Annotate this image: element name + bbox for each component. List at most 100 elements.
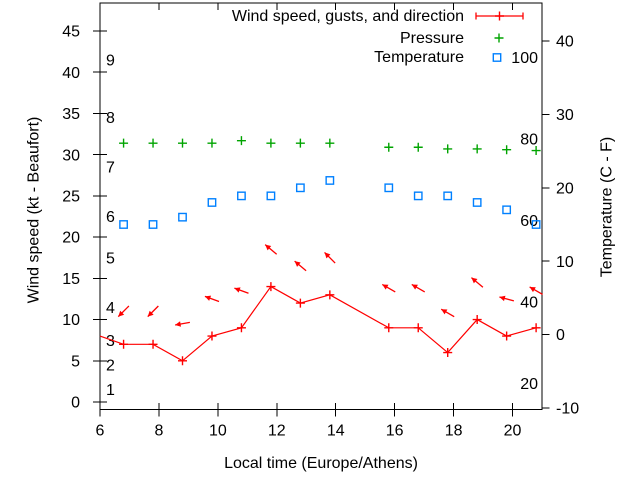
wind-speed-marker bbox=[148, 339, 158, 349]
plot-border bbox=[99, 2, 543, 410]
temperature-marker bbox=[413, 191, 423, 201]
legend-pressure-sample-marker bbox=[494, 33, 504, 43]
beaufort-scale-label: 2 bbox=[106, 358, 115, 375]
gust-arrow-head bbox=[175, 321, 182, 327]
beaufort-scale-label: 9 bbox=[106, 52, 115, 69]
wind-speed-marker bbox=[119, 339, 129, 349]
y-left-tick-label: 15 bbox=[62, 271, 80, 288]
temperature-marker bbox=[148, 220, 158, 229]
fahrenheit-scale-label: 20 bbox=[520, 376, 538, 393]
wind-speed-marker bbox=[384, 323, 394, 333]
x-tick-label: 12 bbox=[268, 423, 286, 440]
beaufort-scale-label: 6 bbox=[106, 209, 115, 226]
beaufort-scale-label: 8 bbox=[106, 110, 115, 127]
x-tick-label: 6 bbox=[96, 423, 105, 440]
wind-speed-marker bbox=[295, 298, 305, 308]
y-right-tick-label: -10 bbox=[556, 401, 579, 418]
y-left-tick-label: 5 bbox=[71, 353, 80, 370]
fahrenheit-scale-label: 80 bbox=[520, 131, 538, 148]
y-right-tick-label: 20 bbox=[556, 180, 574, 197]
wind-speed-marker bbox=[472, 315, 482, 325]
fahrenheit-scale-label: 60 bbox=[520, 213, 538, 230]
x-axis-title: Local time (Europe/Athens) bbox=[224, 455, 418, 472]
fahrenheit-scale-label: 40 bbox=[520, 295, 538, 312]
temperature-marker bbox=[178, 212, 187, 222]
temperature-marker bbox=[207, 198, 217, 207]
y-left-tick-label: 25 bbox=[62, 189, 80, 206]
legend-wind-sample-marker bbox=[495, 11, 504, 21]
y-left-tick-label: 30 bbox=[62, 147, 80, 164]
y-right-tick-label: 10 bbox=[556, 254, 574, 271]
gust-arrow-head bbox=[294, 261, 301, 267]
temperature-marker bbox=[266, 191, 276, 201]
temperature-marker bbox=[384, 183, 394, 193]
x-tick-label: 18 bbox=[445, 423, 463, 440]
wind-speed-marker bbox=[236, 323, 246, 333]
wind-speed-marker bbox=[531, 323, 541, 333]
y-left-tick-label: 10 bbox=[62, 312, 80, 329]
pressure-marker bbox=[295, 138, 305, 148]
y-left-tick-label: 0 bbox=[71, 395, 80, 412]
y-left-tick-label: 40 bbox=[62, 65, 80, 82]
gust-arrow-head bbox=[204, 295, 212, 301]
wind-speed-marker bbox=[207, 331, 217, 341]
beaufort-scale-label: 3 bbox=[106, 333, 115, 350]
pressure-marker bbox=[502, 145, 512, 155]
gust-arrow-head bbox=[441, 309, 448, 315]
pressure-marker bbox=[119, 138, 129, 148]
wind-speed-marker bbox=[325, 290, 335, 300]
temperature-marker bbox=[237, 191, 246, 201]
pressure-marker bbox=[413, 142, 423, 152]
x-tick-label: 20 bbox=[504, 423, 522, 440]
wind-speed-marker bbox=[266, 282, 276, 292]
gust-arrow-head bbox=[147, 310, 154, 317]
gust-arrow-head bbox=[234, 287, 241, 293]
pressure-marker bbox=[236, 136, 246, 146]
y-left-tick-label: 35 bbox=[62, 106, 80, 123]
wind-speed-line bbox=[99, 285, 537, 362]
temperature-marker bbox=[472, 198, 482, 207]
gust-arrow-head bbox=[529, 286, 536, 293]
y-axis-left-title: Wind speed (kt - Beaufort) bbox=[25, 116, 43, 304]
legend-label-temperature: Temperature bbox=[374, 49, 464, 66]
pressure-marker bbox=[531, 146, 541, 156]
gust-arrow-head bbox=[499, 295, 506, 302]
temperature-marker bbox=[502, 205, 512, 215]
temperature-marker bbox=[443, 191, 453, 201]
gust-arrow-head bbox=[382, 284, 389, 290]
temperature-marker bbox=[119, 220, 128, 229]
x-tick-label: 16 bbox=[386, 423, 404, 440]
y-axis-right-title: Temperature (C - F) bbox=[598, 136, 616, 278]
temperature-marker bbox=[531, 220, 541, 229]
fahrenheit-scale-label: 100 bbox=[511, 50, 538, 67]
y-right-tick-label: 40 bbox=[556, 34, 574, 51]
pressure-marker bbox=[325, 138, 335, 148]
wind-speed-marker bbox=[502, 331, 512, 341]
pressure-marker bbox=[148, 138, 158, 148]
gust-arrow-head bbox=[471, 277, 478, 284]
y-left-tick-label: 45 bbox=[62, 24, 80, 41]
y-right-tick-label: 0 bbox=[556, 327, 565, 344]
pressure-marker bbox=[384, 142, 394, 152]
y-right-tick-label: 30 bbox=[556, 107, 574, 124]
beaufort-scale-label: 4 bbox=[106, 300, 115, 317]
x-tick-label: 8 bbox=[154, 423, 163, 440]
beaufort-scale-label: 1 bbox=[106, 382, 115, 399]
x-tick-label: 14 bbox=[327, 423, 345, 440]
wind-speed-marker bbox=[178, 356, 188, 366]
pressure-marker bbox=[472, 144, 482, 154]
gust-arrow-head bbox=[411, 284, 418, 290]
temperature-marker bbox=[325, 176, 335, 185]
beaufort-scale-label: 7 bbox=[106, 160, 115, 177]
legend-label-wind: Wind speed, gusts, and direction bbox=[231, 8, 464, 25]
temperature-marker bbox=[295, 183, 305, 193]
gust-arrow-head bbox=[324, 252, 331, 259]
gust-arrow-head bbox=[118, 310, 125, 317]
pressure-marker bbox=[207, 138, 217, 148]
pressure-marker bbox=[443, 144, 453, 154]
gust-arrow-head bbox=[265, 244, 272, 251]
pressure-marker bbox=[266, 138, 276, 148]
y-left-tick-label: 20 bbox=[62, 230, 80, 247]
